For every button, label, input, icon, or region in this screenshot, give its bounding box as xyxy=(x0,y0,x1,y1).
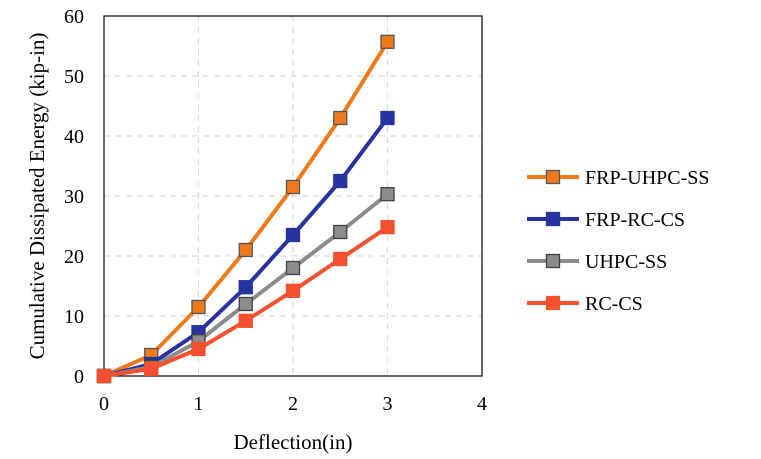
legend-entry: UHPC-SS xyxy=(527,251,667,273)
data-point xyxy=(285,227,301,243)
plot-area-frame xyxy=(103,15,483,377)
data-point xyxy=(333,251,348,267)
data-point xyxy=(238,313,253,328)
data-point xyxy=(238,296,253,312)
legend-label: RC-CS xyxy=(585,293,643,315)
y-tick-label: 40 xyxy=(64,126,84,148)
legend-label: FRP-RC-CS xyxy=(585,209,685,231)
legend-marker xyxy=(545,253,561,269)
legend-marker xyxy=(545,211,561,227)
legend-marker xyxy=(545,169,561,185)
legend-entry: FRP-UHPC-SS xyxy=(527,167,710,189)
x-tick-label: 4 xyxy=(477,393,487,415)
data-point xyxy=(380,220,395,235)
data-point xyxy=(285,260,301,276)
data-point xyxy=(96,368,112,384)
data-point xyxy=(380,110,395,126)
y-tick-label: 10 xyxy=(64,306,84,328)
x-tick-label: 1 xyxy=(194,393,204,415)
data-point xyxy=(238,242,253,258)
data-point xyxy=(285,283,301,298)
x-tick-label: 0 xyxy=(99,393,109,415)
series-rc-cs xyxy=(96,220,395,384)
data-point xyxy=(333,173,348,189)
y-tick-label: 20 xyxy=(64,246,84,268)
grid xyxy=(104,16,482,376)
y-tick-label: 60 xyxy=(64,6,84,28)
data-point xyxy=(333,224,348,240)
data-point xyxy=(144,361,159,376)
series-layer xyxy=(96,34,395,384)
data-point xyxy=(238,280,253,295)
y-axis-title: Cumulative Dissipated Energy (kip-in) xyxy=(25,33,49,360)
y-tick-label: 0 xyxy=(74,366,84,388)
data-point xyxy=(333,110,348,126)
legend-entry: RC-CS xyxy=(527,293,643,315)
y-tick-label: 50 xyxy=(64,66,84,88)
data-point xyxy=(380,187,395,202)
legend-entry: FRP-RC-CS xyxy=(527,209,685,231)
data-point xyxy=(285,179,301,195)
legend: FRP-UHPC-SS FRP-RC-CS UHPC-SS RC-CS xyxy=(527,167,710,315)
data-point xyxy=(191,299,206,315)
data-point xyxy=(191,341,206,357)
x-tick-label: 2 xyxy=(288,393,298,415)
legend-label: UHPC-SS xyxy=(585,251,667,273)
x-axis-title: Deflection(in) xyxy=(234,430,353,454)
x-tick-label: 3 xyxy=(383,393,393,415)
legend-label: FRP-UHPC-SS xyxy=(585,167,710,189)
series-frp-uhpc-ss xyxy=(96,34,395,384)
legend-marker xyxy=(545,295,561,311)
data-point xyxy=(380,34,395,49)
y-tick-label: 30 xyxy=(64,186,84,208)
